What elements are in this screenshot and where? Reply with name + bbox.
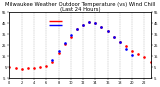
Title: Milwaukee Weather Outdoor Temperature (vs) Wind Chill (Last 24 Hours): Milwaukee Weather Outdoor Temperature (v…: [5, 2, 155, 12]
